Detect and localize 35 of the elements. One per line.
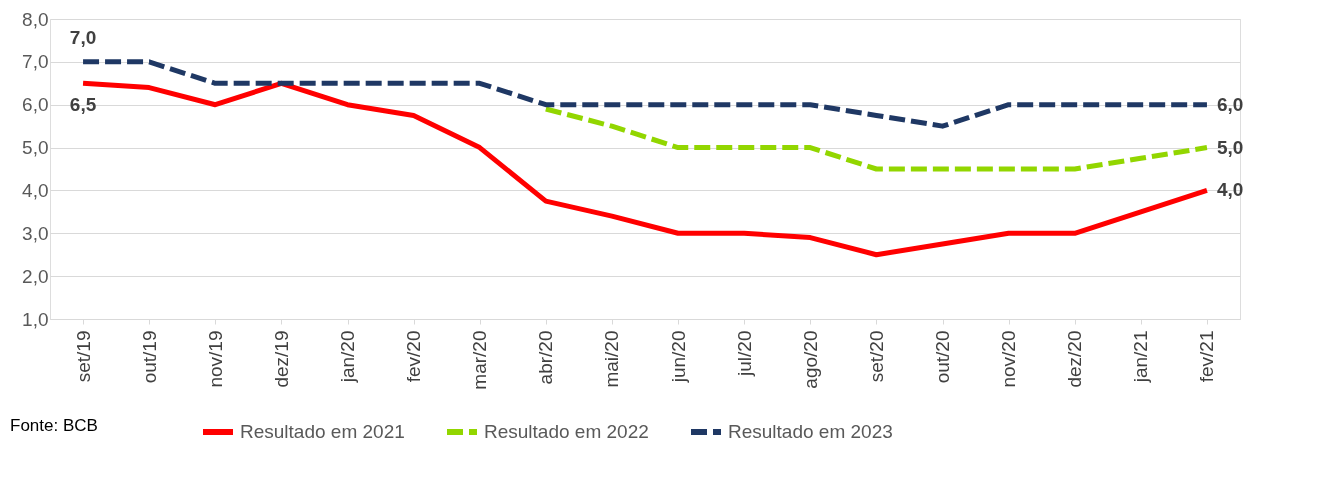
data-label: 7,0: [69, 26, 97, 48]
x-tick-label: jul/20: [733, 330, 755, 377]
x-tick-label: set/20: [865, 330, 887, 383]
x-tick-label: out/20: [932, 330, 953, 384]
source-note: Fonte: BCB: [10, 416, 98, 435]
x-tick-label: dez/19: [270, 330, 292, 388]
data-label: 6,5: [69, 94, 97, 116]
y-tick-label: 4,0: [22, 179, 49, 201]
y-tick-label: 8,0: [22, 8, 49, 30]
x-tick-label: abr/20: [535, 330, 557, 385]
data-label: 6,0: [1216, 93, 1244, 115]
legend-label: Resultado em 2023: [728, 421, 893, 442]
data-label: 5,0: [1216, 136, 1244, 158]
x-tick-label: jan/21: [1130, 330, 1152, 384]
y-tick-label: 1,0: [22, 308, 49, 330]
y-tick-label: 6,0: [22, 94, 49, 116]
data-label: 4,0: [1216, 179, 1244, 201]
x-tick-label: jan/20: [337, 330, 358, 384]
x-tick-label: nov/20: [998, 330, 1020, 388]
y-tick-label: 5,0: [22, 137, 49, 159]
y-tick-label: 3,0: [22, 222, 49, 244]
x-tick-label: ago/20: [799, 330, 821, 389]
x-tick-label: nov/19: [204, 330, 226, 388]
x-tick-label: mai/20: [601, 330, 623, 388]
legend-label: Resultado em 2022: [484, 421, 649, 442]
x-tick-label: out/19: [138, 330, 160, 384]
x-tick-label: fev/20: [403, 330, 425, 383]
x-tick-label: set/19: [72, 330, 94, 383]
legend-label: Resultado em 2021: [240, 421, 405, 442]
y-tick-label: 7,0: [22, 51, 49, 73]
x-tick-label: mar/20: [469, 330, 491, 390]
x-tick-label: dez/20: [1064, 330, 1086, 388]
y-tick-label: 2,0: [22, 265, 49, 287]
x-tick-label: fev/21: [1196, 330, 1218, 383]
x-tick-label: jun/20: [667, 330, 689, 384]
